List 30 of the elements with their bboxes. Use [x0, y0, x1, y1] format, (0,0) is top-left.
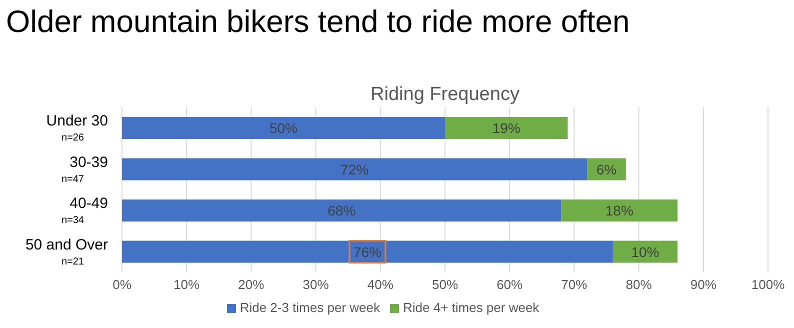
data-label: 76%: [353, 244, 382, 260]
x-tick-label: 30%: [302, 277, 330, 292]
data-label: 68%: [328, 202, 356, 218]
bar: [612, 240, 678, 263]
x-tick-label: 60%: [496, 277, 524, 292]
bar: [122, 117, 445, 139]
chart-title: Older mountain bikers tend to ride more often: [6, 4, 630, 40]
data-label: 18%: [605, 202, 634, 218]
data-label: 19%: [492, 120, 520, 136]
x-tick-label: 100%: [751, 277, 786, 292]
x-tick-label: 90%: [690, 277, 717, 292]
legend-label: Ride 4+ times per week: [402, 300, 540, 315]
x-tick-label: 20%: [238, 277, 265, 292]
x-tick-label: 10%: [174, 277, 200, 292]
data-label: 10%: [631, 244, 660, 260]
data-label: 72%: [340, 161, 369, 178]
data-label: 6%: [596, 161, 617, 178]
bar: [445, 117, 568, 139]
x-tick-label: 50%: [432, 277, 458, 292]
x-tick-label: 40%: [367, 277, 394, 292]
x-tick-label: 80%: [626, 277, 652, 292]
data-label: 50%: [269, 120, 298, 136]
bar: [122, 200, 562, 222]
bar: [122, 240, 613, 263]
legend-label: Ride 2-3 times per week: [240, 300, 380, 315]
chart-subtitle: Riding Frequency: [370, 84, 520, 106]
bar: [561, 200, 678, 222]
x-tick-label: 0%: [112, 277, 132, 292]
x-tick-label: 70%: [561, 277, 588, 292]
bar: [122, 158, 588, 180]
